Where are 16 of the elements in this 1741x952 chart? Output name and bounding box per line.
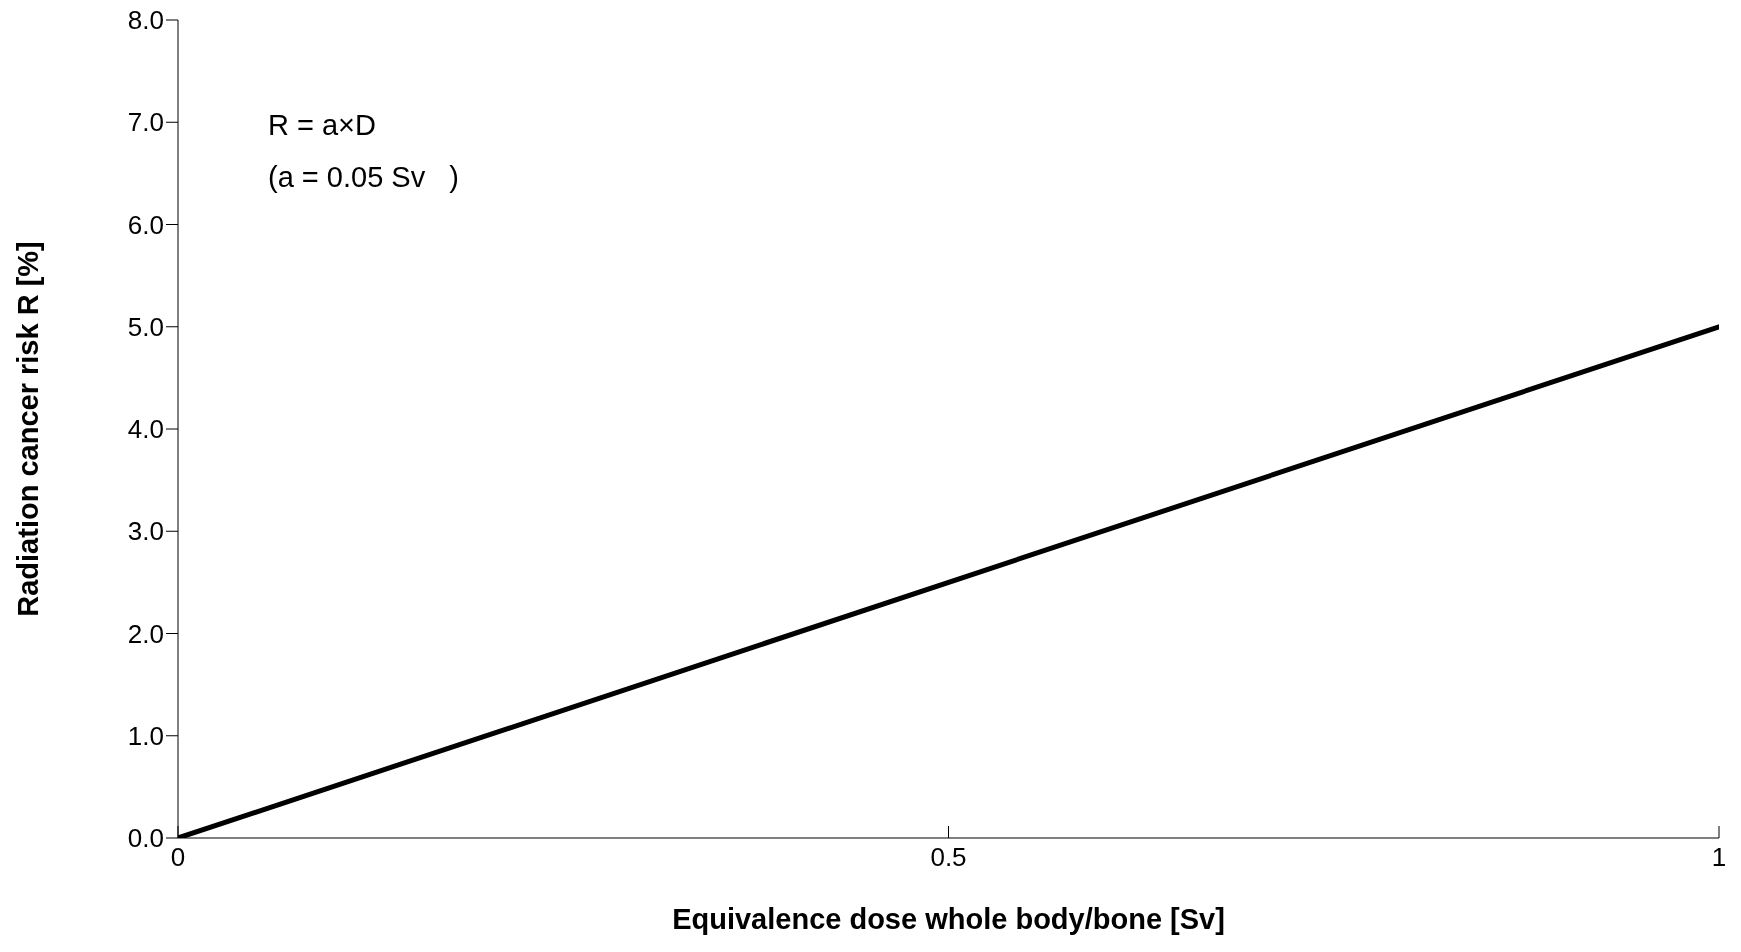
- y-tick-label: 8.0: [127, 5, 164, 36]
- y-tick-label: 2.0: [127, 618, 164, 649]
- x-tick-label: 0: [170, 842, 186, 873]
- y-tick-label: 4.0: [127, 414, 164, 445]
- y-tick-label: 1.0: [127, 720, 164, 751]
- x-tick-label: 1: [1711, 842, 1727, 873]
- y-axis-title: Radiation cancer risk R [%]: [12, 241, 45, 617]
- annotation: R = a×D: [268, 109, 376, 141]
- x-tick-label: 0.5: [930, 842, 967, 873]
- annotation: (a = 0.05 Sv ): [268, 161, 460, 193]
- y-tick-label: 7.0: [127, 107, 164, 138]
- y-tick-label: 0.0: [127, 823, 164, 854]
- y-tick-label: 3.0: [127, 516, 164, 547]
- y-tick-label: 6.0: [127, 209, 164, 240]
- y-tick-label: 5.0: [127, 311, 164, 342]
- x-axis-title: Equivalence dose whole body/bone [Sv]: [672, 903, 1225, 935]
